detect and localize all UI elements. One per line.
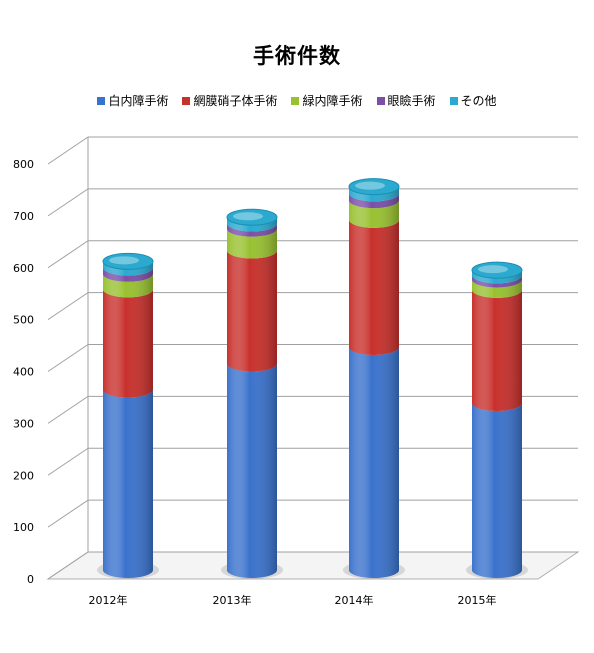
chart-title: 手術件数 [253, 44, 341, 68]
bar-top-highlight [355, 181, 385, 190]
y-tick-label: 200 [13, 469, 34, 482]
bar-segment-shade [227, 223, 277, 237]
x-tick-label: 2013年 [213, 593, 252, 607]
y-tick-label: 600 [13, 262, 34, 275]
bar-top [102, 252, 154, 270]
y-tick-label: 400 [13, 366, 34, 379]
legend-item: その他 [449, 92, 497, 109]
legend-item: 緑内障手術 [291, 92, 363, 109]
y-tick-label: 500 [13, 314, 34, 327]
legend-label: 緑内障手術 [302, 94, 363, 108]
gridline-side [47, 292, 89, 321]
legend-label: 眼瞼手術 [387, 94, 436, 108]
bar-stack [343, 178, 405, 579]
bar-top [348, 178, 400, 196]
legend-label: 白内障手術 [108, 94, 169, 108]
bar-segment-shade [349, 200, 399, 228]
gridline-side [47, 395, 89, 424]
legend-label: 網膜硝子体手術 [193, 94, 278, 108]
gridline-side [47, 240, 89, 269]
legend-swatch [97, 96, 106, 105]
x-tick-label: 2012年 [89, 593, 128, 607]
legend-item: 網膜硝子体手術 [182, 92, 277, 109]
bar-segment-shade [103, 289, 153, 398]
legend-swatch [182, 96, 191, 105]
bar-segment-shade [103, 389, 153, 578]
bar-segment-shade [227, 250, 277, 372]
bar-segment-shade [471, 289, 522, 411]
gridline-side [47, 136, 89, 165]
bar-segment-shade [103, 273, 153, 298]
x-tick-label: 2015年 [458, 593, 497, 607]
bar-segment-shade [472, 402, 522, 578]
bar-segment-shade [103, 267, 153, 282]
bar-segment-shade [227, 217, 277, 232]
bar-stack [221, 208, 283, 579]
legend-swatch [291, 96, 300, 105]
legend-item: 眼瞼手術 [376, 92, 436, 109]
bar-stack [466, 261, 528, 579]
y-tick-label: 0 [27, 573, 34, 586]
bar-segment-shade [471, 270, 522, 284]
legend-swatch [449, 96, 458, 105]
y-tick-label: 700 [13, 210, 34, 223]
gridline-side [47, 344, 89, 372]
legend: 白内障手術 網膜硝子体手術 緑内障手術 眼瞼手術 その他 [0, 92, 594, 109]
legend-label: その他 [460, 94, 497, 108]
bar-segment-shade [227, 363, 277, 578]
y-tick-label: 300 [13, 417, 34, 430]
y-tick-label: 100 [13, 521, 34, 534]
bar-stack [97, 252, 159, 579]
x-tick-label: 2014年 [335, 593, 374, 607]
bar-top-highlight [233, 212, 263, 221]
bar-top [226, 208, 278, 226]
gridline-side [47, 499, 89, 528]
gridline-side [47, 188, 89, 217]
bar-top-highlight [478, 265, 508, 274]
bar-segment-shade [349, 346, 399, 578]
bar-top [471, 261, 523, 279]
bar-segment-shade [349, 219, 399, 355]
bar-segment-shade [349, 193, 399, 209]
bar-segment-shade [349, 186, 399, 202]
legend-swatch [376, 96, 385, 105]
gridline-side [47, 447, 89, 476]
legend-item: 白内障手術 [97, 92, 168, 109]
bar-top-highlight [109, 256, 139, 265]
gridline-side [47, 551, 89, 580]
bar-segment-shade [471, 275, 522, 288]
y-tick-label: 800 [13, 158, 34, 171]
bar-segment-shade [471, 279, 522, 298]
bar-segment-shade [103, 261, 153, 276]
bar-segment-shade [227, 228, 277, 259]
